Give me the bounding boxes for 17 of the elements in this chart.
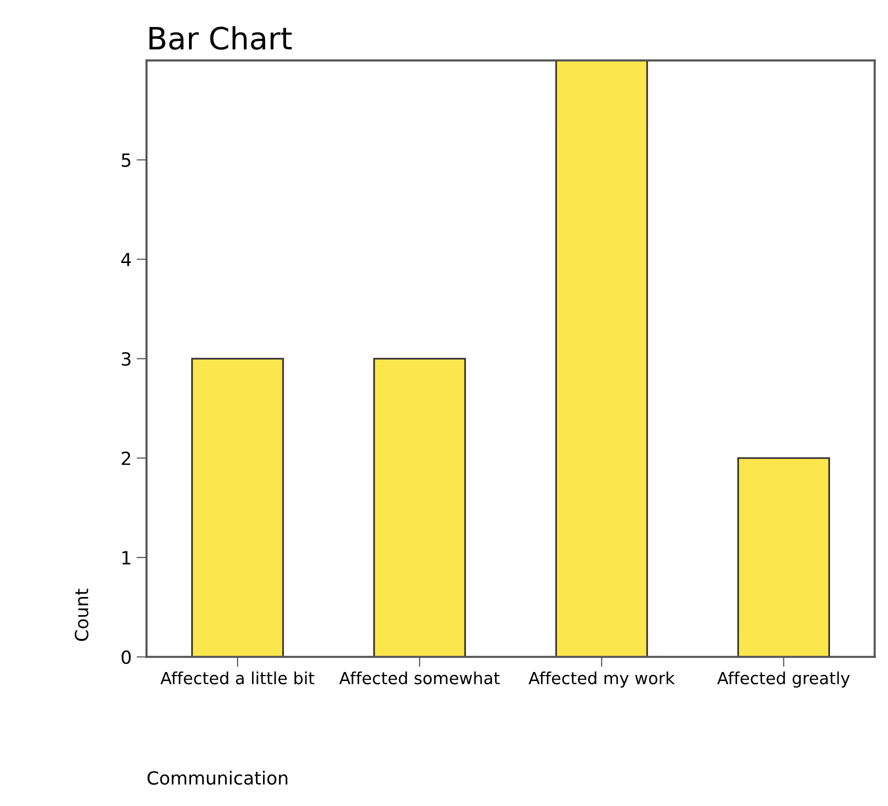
y-axis-title: Count — [74, 588, 88, 641]
y-tick-label: 3 — [122, 352, 130, 366]
bar — [373, 358, 466, 657]
y-tick-label: 0 — [122, 650, 131, 664]
y-tick-label: 1 — [122, 551, 130, 564]
bar — [737, 457, 830, 657]
chart-title: Bar Chart — [150, 26, 292, 50]
y-tick-label: 2 — [122, 452, 130, 465]
x-tick-label: Affected greatly — [717, 671, 850, 688]
x-tick-label: Affected my work — [528, 671, 675, 688]
y-tick-label: 4 — [121, 252, 131, 266]
x-tick-label: Affected somewhat — [339, 671, 500, 684]
y-tick-label: 5 — [122, 154, 130, 167]
x-axis-title: Communication — [148, 770, 288, 785]
x-tick-label: Affected a little bit — [160, 671, 314, 684]
bar — [555, 60, 648, 657]
bar — [191, 358, 284, 657]
